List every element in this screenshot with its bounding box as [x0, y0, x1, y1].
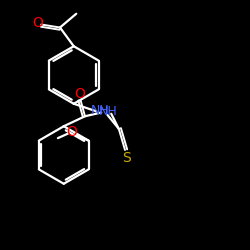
Text: O: O	[74, 87, 85, 101]
Text: NH: NH	[90, 104, 110, 117]
Text: O: O	[32, 16, 43, 30]
Text: NH: NH	[99, 105, 117, 118]
Text: S: S	[122, 150, 130, 164]
Text: O: O	[66, 125, 77, 139]
